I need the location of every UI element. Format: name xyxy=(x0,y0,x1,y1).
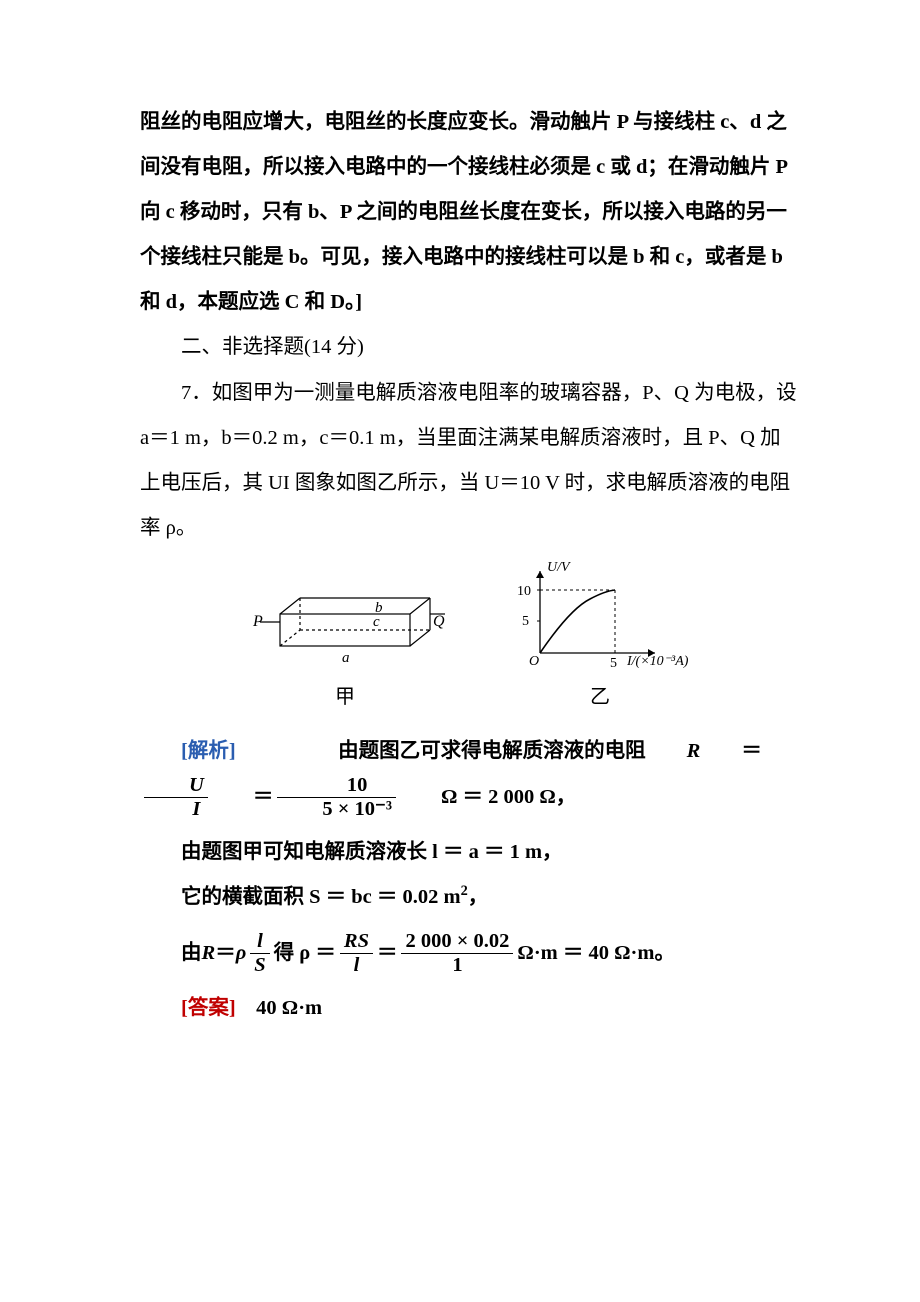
section-2-heading: 二、非选择题(14 分) xyxy=(140,325,800,370)
figure-yi: 5 10 5 O U/V I/(×10⁻³A) 乙 xyxy=(505,561,695,719)
sup-2: 2 xyxy=(461,883,468,899)
origin-label: O xyxy=(529,654,539,669)
fig-jia-label: 甲 xyxy=(335,675,355,719)
num-l: l xyxy=(250,930,269,953)
x-axis-label: I/(×10⁻³A) xyxy=(626,654,689,669)
rho: ρ xyxy=(236,931,247,976)
label-P: P xyxy=(252,613,263,630)
xtick-5: 5 xyxy=(610,656,617,671)
sol-l4-end: Ω·m ＝ 40 Ω·m。 xyxy=(517,931,675,976)
answer-line: [答案] 40 Ω·m xyxy=(140,986,800,1031)
solution-line-2: 由题图甲可知电解质溶液长 l ＝ a ＝ 1 m， xyxy=(140,830,800,875)
sol-l1-end: Ω ＝ 2 000 Ω， xyxy=(400,775,576,820)
num-10: 10 xyxy=(277,774,396,797)
ytick-10: 10 xyxy=(517,584,531,599)
y-axis-label: U/V xyxy=(547,561,571,575)
frac-RS-l: RS l xyxy=(340,930,373,976)
den-1: 1 xyxy=(401,953,513,977)
question-7: 7．如图甲为一测量电解质溶液电阻率的玻璃容器，P、Q 为电极，设 a＝1 m，b… xyxy=(140,371,800,551)
q7-text: 如图甲为一测量电解质溶液电阻率的玻璃容器，P、Q 为电极，设 a＝1 m，b＝0… xyxy=(140,382,797,539)
ui-graph: 5 10 5 O U/V I/(×10⁻³A) xyxy=(505,561,695,671)
prev-answer-paragraph: 阻丝的电阻应增大，电阻丝的长度应变长。滑动触片 P 与接线柱 c、d 之间没有电… xyxy=(140,100,800,325)
figure-jia: P Q a b c 甲 xyxy=(245,576,445,719)
den-l: l xyxy=(340,953,373,977)
den-5e-3: 5 × 10⁻³ xyxy=(277,797,396,821)
R2: R xyxy=(202,931,216,976)
frac-l-S: l S xyxy=(250,930,269,976)
frac-U-I: U I xyxy=(144,774,208,820)
label-Q: Q xyxy=(433,613,445,630)
sol-l4a: 由 xyxy=(181,931,202,976)
num-calc: 2 000 × 0.02 xyxy=(401,930,513,953)
sol-R: R xyxy=(646,729,701,774)
sol-l1a: 由题图乙可求得电解质溶液的电阻 xyxy=(297,729,646,774)
num-U: U xyxy=(144,774,208,797)
solution-line-4: 由 R ＝ ρ l S 得 ρ ＝ RS l ＝ 2 000 × 0.02 1 … xyxy=(140,930,800,976)
frac-2000x002-1: 2 000 × 0.02 1 xyxy=(401,930,513,976)
eq1: ＝ xyxy=(700,729,762,774)
page: 阻丝的电阻应增大，电阻丝的长度应变长。滑动触片 P 与接线柱 c、d 之间没有电… xyxy=(0,0,920,1302)
sol-l3a: 它的横截面积 S ＝ bc ＝ 0.02 m xyxy=(181,886,461,908)
den-I: I xyxy=(144,797,208,821)
q7-label: 7． xyxy=(181,382,212,404)
label-a: a xyxy=(342,650,350,666)
sol-l3b: ， xyxy=(468,886,489,908)
solution-tag: [解析] xyxy=(140,729,236,774)
eq2: ＝ xyxy=(212,775,274,820)
answer-value: 40 Ω·m xyxy=(236,997,322,1019)
solution-line-1: [解析] 由题图乙可求得电解质溶液的电阻 R ＝ U I ＝ 10 5 × 10… xyxy=(140,729,800,820)
fig-yi-label: 乙 xyxy=(590,675,610,719)
solution-line-3: 它的横截面积 S ＝ bc ＝ 0.02 m2， xyxy=(140,875,800,920)
container-diagram: P Q a b c xyxy=(245,576,445,671)
label-c: c xyxy=(373,614,380,630)
frac-10-5e-3: 10 5 × 10⁻³ xyxy=(277,774,396,820)
den-S: S xyxy=(250,953,269,977)
num-RS: RS xyxy=(340,930,373,953)
sol-l4-mid: 得 ρ ＝ xyxy=(274,931,336,976)
ytick-5: 5 xyxy=(522,614,529,629)
figure-row: P Q a b c 甲 xyxy=(140,561,800,719)
answer-tag: [答案] xyxy=(181,997,236,1019)
